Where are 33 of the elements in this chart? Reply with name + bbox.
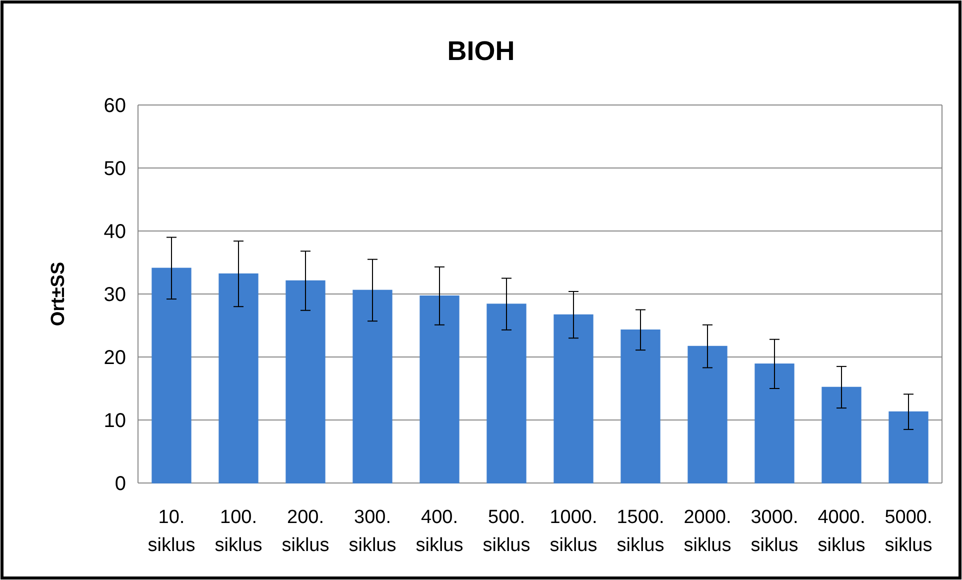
bar: [620, 330, 660, 484]
x-tick-label: 10. siklus: [148, 507, 196, 556]
y-tick-label: 50: [104, 158, 126, 180]
x-tick-label: 3000. siklus: [750, 507, 798, 556]
bar: [152, 268, 192, 484]
bar: [218, 273, 258, 484]
bar: [286, 280, 326, 484]
y-tick-label: 60: [104, 95, 126, 117]
y-axis-title: Ort±SS: [48, 262, 69, 326]
y-tick-label: 10: [104, 410, 126, 432]
bar: [888, 411, 928, 484]
bar: [420, 295, 460, 484]
x-tick-label: 200. siklus: [282, 507, 330, 556]
bar: [554, 314, 594, 484]
x-tick-label: 1500. siklus: [616, 507, 664, 556]
bar: [822, 386, 862, 484]
bar: [688, 346, 728, 484]
x-tick-label: 500. siklus: [482, 507, 530, 556]
y-tick-label: 20: [104, 347, 126, 369]
y-tick-label: 30: [104, 284, 126, 306]
x-tick-label: 2000. siklus: [684, 507, 732, 556]
x-tick-label: 400. siklus: [416, 507, 464, 556]
bar: [754, 364, 794, 484]
x-tick-label: 300. siklus: [348, 507, 396, 556]
x-tick-label: 1000. siklus: [550, 507, 598, 556]
x-tick-label: 5000. siklus: [884, 507, 932, 556]
chart-title: BIOH: [447, 36, 515, 66]
bar: [486, 304, 526, 484]
bar: [352, 290, 392, 484]
y-tick-label: 40: [104, 221, 126, 243]
y-tick-label: 0: [114, 473, 126, 495]
x-tick-label: 100. siklus: [214, 507, 262, 556]
x-tick-label: 4000. siklus: [818, 507, 866, 556]
